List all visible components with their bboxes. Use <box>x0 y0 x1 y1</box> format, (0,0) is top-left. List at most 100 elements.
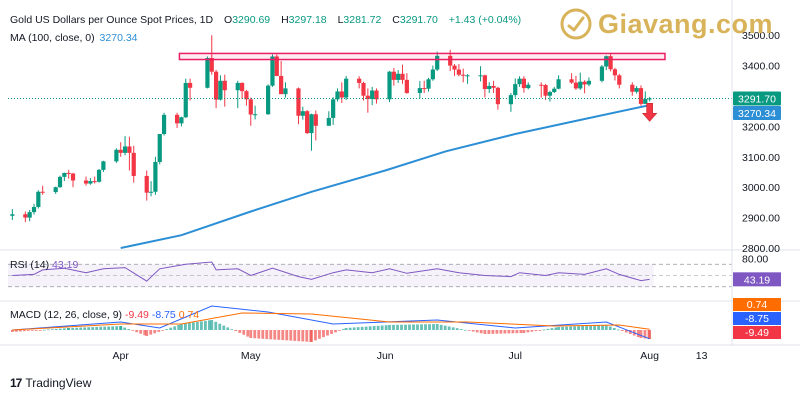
macd-hist-bar <box>149 330 153 335</box>
macd-hist-bar <box>360 326 364 330</box>
rsi-value: 43.19 <box>52 259 78 271</box>
macd-hist-bar <box>499 330 503 334</box>
candle-body <box>357 78 362 83</box>
candle-body <box>339 91 344 98</box>
macd-hist-bar <box>222 325 226 330</box>
macd-hist-bar <box>412 324 415 330</box>
candle-body <box>305 111 310 134</box>
macd-hist-bar <box>491 330 495 334</box>
candle-body <box>157 134 162 162</box>
macd-hist-bar <box>515 330 519 334</box>
grid <box>0 249 800 346</box>
macd-hist-bar <box>451 327 455 330</box>
ma100-line <box>120 104 650 249</box>
candle-body <box>586 80 592 85</box>
macd-hist-bar <box>467 330 471 331</box>
candle-body <box>430 69 435 80</box>
macd-hist-bar <box>261 330 265 339</box>
signal-value: 0.74 <box>179 309 200 321</box>
macd-hist-bar <box>507 330 511 334</box>
macd-hist-bar <box>636 330 640 337</box>
candle-body <box>344 78 349 98</box>
macd-hist-bar <box>14 330 18 332</box>
macd-hist-bar <box>277 330 281 340</box>
macd-hist-bar <box>234 330 238 332</box>
candle-body <box>617 75 622 85</box>
macd-hist-bar <box>257 330 261 339</box>
macd-hist-bar <box>384 325 388 330</box>
macd-hist-bar <box>554 327 558 330</box>
macd-hist-bar <box>432 324 435 330</box>
candle-body <box>88 181 93 184</box>
candle-body <box>101 161 106 170</box>
candle-body <box>638 88 644 104</box>
price-tick-label: 3100.00 <box>742 152 780 164</box>
candle-body <box>161 114 167 134</box>
macd-hist-bar <box>471 330 475 332</box>
candle-body <box>556 79 561 89</box>
tradingview-logo[interactable]: 17 TradingView <box>10 376 91 390</box>
macd-hist-bar <box>487 330 491 334</box>
signal-badge-bg <box>733 298 781 311</box>
macd-hist-bar <box>439 324 443 330</box>
macd-hist-bar <box>396 324 399 330</box>
macd-hist-bar <box>416 324 419 330</box>
macd-hist-bar <box>115 326 119 330</box>
candle-body <box>508 95 513 105</box>
ma-value: 3270.34 <box>99 32 138 44</box>
candle-body <box>213 71 219 100</box>
candle-body <box>526 84 531 89</box>
macd-hist-bar <box>196 321 199 330</box>
macd-hist-bar <box>435 324 439 330</box>
macd-hist-bar <box>400 324 403 330</box>
macd-hist-bar <box>643 330 647 339</box>
macd-hist-bar <box>380 325 384 330</box>
change-value: +1.43 (+0.04%) <box>448 14 522 26</box>
candle-body <box>417 88 422 93</box>
candle-body <box>266 85 271 115</box>
price-tick-label: 2800.00 <box>742 243 780 255</box>
macd-hist-bar <box>376 325 380 330</box>
macd-hist-bar <box>297 330 301 342</box>
time-tick-label: Apr <box>113 350 130 362</box>
macd-hist-bar <box>180 324 183 330</box>
macd-hist-bar <box>119 326 123 330</box>
candle-body <box>118 149 123 153</box>
candle-body <box>244 91 249 100</box>
macd-hist-bar <box>455 328 459 330</box>
candle-body <box>456 69 461 75</box>
macd-badge-text: -8.75 <box>745 313 769 325</box>
candle-body <box>491 85 496 88</box>
macd-hist-bar <box>153 330 157 334</box>
macd-hist-bar <box>348 327 352 330</box>
macd-hist-bar <box>581 325 584 330</box>
tradingview-icon: 17 <box>10 376 22 390</box>
macd-hist-bar <box>95 326 99 330</box>
macd-hist-bar <box>265 330 269 340</box>
macd-hist-bar <box>103 326 107 330</box>
macd-hist-bar <box>550 328 554 330</box>
macd-hist-bar <box>50 329 54 330</box>
rsi-panel: RSI (14) 43.19 80.00 43.19 <box>8 254 781 288</box>
macd-hist-bar <box>79 327 83 330</box>
macd-hist-bar <box>38 330 42 331</box>
candle-body <box>370 90 375 100</box>
ma-value-badge-bg <box>733 106 781 121</box>
candle-body <box>547 92 553 96</box>
macd-hist-bar <box>620 330 624 331</box>
candle-body <box>270 56 275 86</box>
candlestick-series <box>10 35 652 223</box>
macd-hist-bar <box>557 327 560 330</box>
price-tick-label: 3200.00 <box>742 121 780 133</box>
candle-body <box>426 79 431 89</box>
macd-hist-bar <box>479 330 483 334</box>
down-arrow-icon <box>641 102 658 122</box>
macd-title: MACD (12, 26, close, 9) -9.49 -8.75 0.74 <box>10 309 199 321</box>
macd-hist-bar <box>165 329 169 330</box>
macd-hist-bar <box>344 328 348 330</box>
candle-body <box>248 99 253 115</box>
tradingview-label: TradingView <box>25 376 92 390</box>
macd-hist-bar <box>495 330 499 334</box>
candle-body <box>218 80 223 100</box>
